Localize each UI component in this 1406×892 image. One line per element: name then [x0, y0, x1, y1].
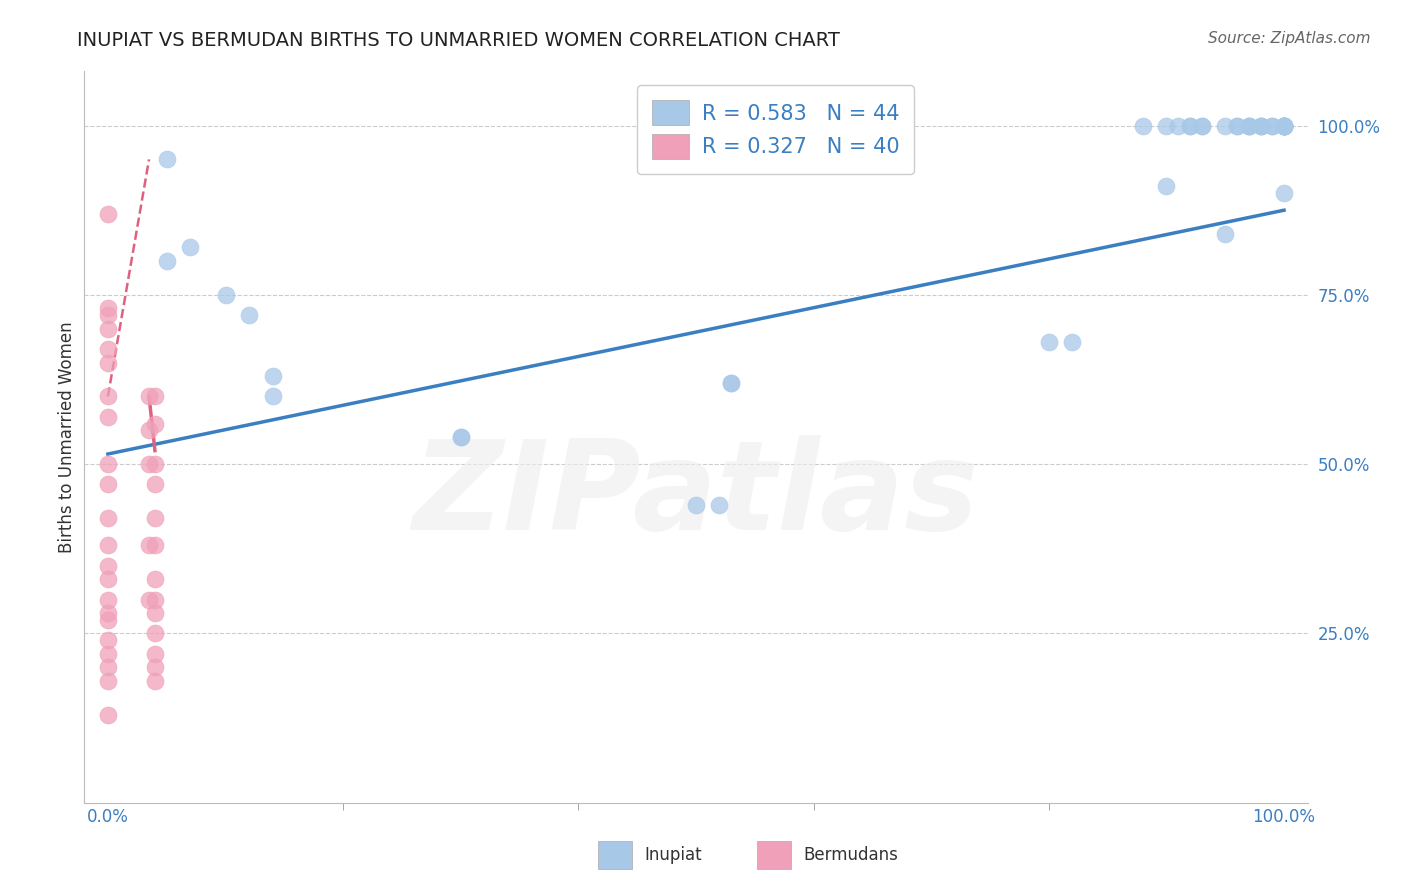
Point [1213, 227, 1236, 241]
Point [97, 572, 120, 586]
Text: Bermudans: Bermudans [804, 847, 898, 864]
Point [709, 498, 731, 512]
Point [143, 389, 166, 403]
Text: ZIPatlas: ZIPatlas [413, 435, 979, 556]
FancyBboxPatch shape [758, 841, 792, 869]
Y-axis label: Births to Unmarried Women: Births to Unmarried Women [58, 321, 76, 553]
Point [97, 301, 120, 316]
Point [1272, 119, 1295, 133]
Point [97, 342, 120, 356]
Point [685, 498, 707, 512]
Point [143, 511, 166, 525]
Point [1272, 119, 1295, 133]
Point [97, 606, 120, 620]
Point [214, 288, 236, 302]
Point [97, 457, 120, 471]
Point [1178, 119, 1201, 133]
Point [1261, 119, 1284, 133]
Point [1213, 119, 1236, 133]
Point [1237, 119, 1260, 133]
Point [143, 660, 166, 674]
Point [1237, 119, 1260, 133]
Point [238, 308, 260, 322]
Point [138, 457, 160, 471]
Point [138, 389, 160, 403]
Point [143, 538, 166, 552]
Point [143, 673, 166, 688]
Text: INUPIAT VS BERMUDAN BIRTHS TO UNMARRIED WOMEN CORRELATION CHART: INUPIAT VS BERMUDAN BIRTHS TO UNMARRIED … [77, 31, 841, 50]
Point [1156, 179, 1178, 194]
Point [143, 647, 166, 661]
Point [97, 647, 120, 661]
Point [1272, 119, 1295, 133]
Point [1250, 119, 1272, 133]
Point [97, 308, 120, 322]
Point [143, 606, 166, 620]
Point [1167, 119, 1189, 133]
Point [97, 558, 120, 573]
Legend: R = 0.583   N = 44, R = 0.327   N = 40: R = 0.583 N = 44, R = 0.327 N = 40 [637, 86, 914, 174]
Point [97, 409, 120, 424]
Point [179, 240, 201, 254]
Point [1272, 119, 1295, 133]
Point [97, 389, 120, 403]
Point [143, 417, 166, 431]
Point [1272, 119, 1295, 133]
Point [1062, 335, 1084, 350]
Point [1250, 119, 1272, 133]
Point [1272, 119, 1295, 133]
Point [1132, 119, 1154, 133]
Point [1038, 335, 1060, 350]
Point [143, 457, 166, 471]
Point [1156, 119, 1178, 133]
Point [138, 423, 160, 437]
Point [97, 707, 120, 722]
Point [97, 613, 120, 627]
Point [97, 592, 120, 607]
Point [450, 430, 472, 444]
Point [143, 572, 166, 586]
Point [97, 511, 120, 525]
Point [97, 322, 120, 336]
Point [1226, 119, 1249, 133]
Point [720, 376, 742, 390]
Point [1272, 186, 1295, 201]
Point [1178, 119, 1201, 133]
Point [262, 389, 284, 403]
Point [97, 633, 120, 648]
Point [450, 430, 472, 444]
Point [97, 477, 120, 491]
Point [143, 592, 166, 607]
Point [1237, 119, 1260, 133]
Point [138, 538, 160, 552]
Text: Inupiat: Inupiat [644, 847, 702, 864]
Text: Source: ZipAtlas.com: Source: ZipAtlas.com [1208, 31, 1371, 46]
Point [156, 254, 179, 268]
Point [1191, 119, 1213, 133]
Point [1226, 119, 1249, 133]
Point [1191, 119, 1213, 133]
FancyBboxPatch shape [598, 841, 633, 869]
Point [1272, 119, 1295, 133]
Point [1272, 119, 1295, 133]
Point [143, 477, 166, 491]
Point [143, 626, 166, 640]
Point [97, 206, 120, 220]
Point [1250, 119, 1272, 133]
Point [156, 153, 179, 167]
Point [1261, 119, 1284, 133]
Point [97, 538, 120, 552]
Point [97, 355, 120, 369]
Point [138, 592, 160, 607]
Point [97, 660, 120, 674]
Point [262, 369, 284, 384]
Point [720, 376, 742, 390]
Point [97, 673, 120, 688]
